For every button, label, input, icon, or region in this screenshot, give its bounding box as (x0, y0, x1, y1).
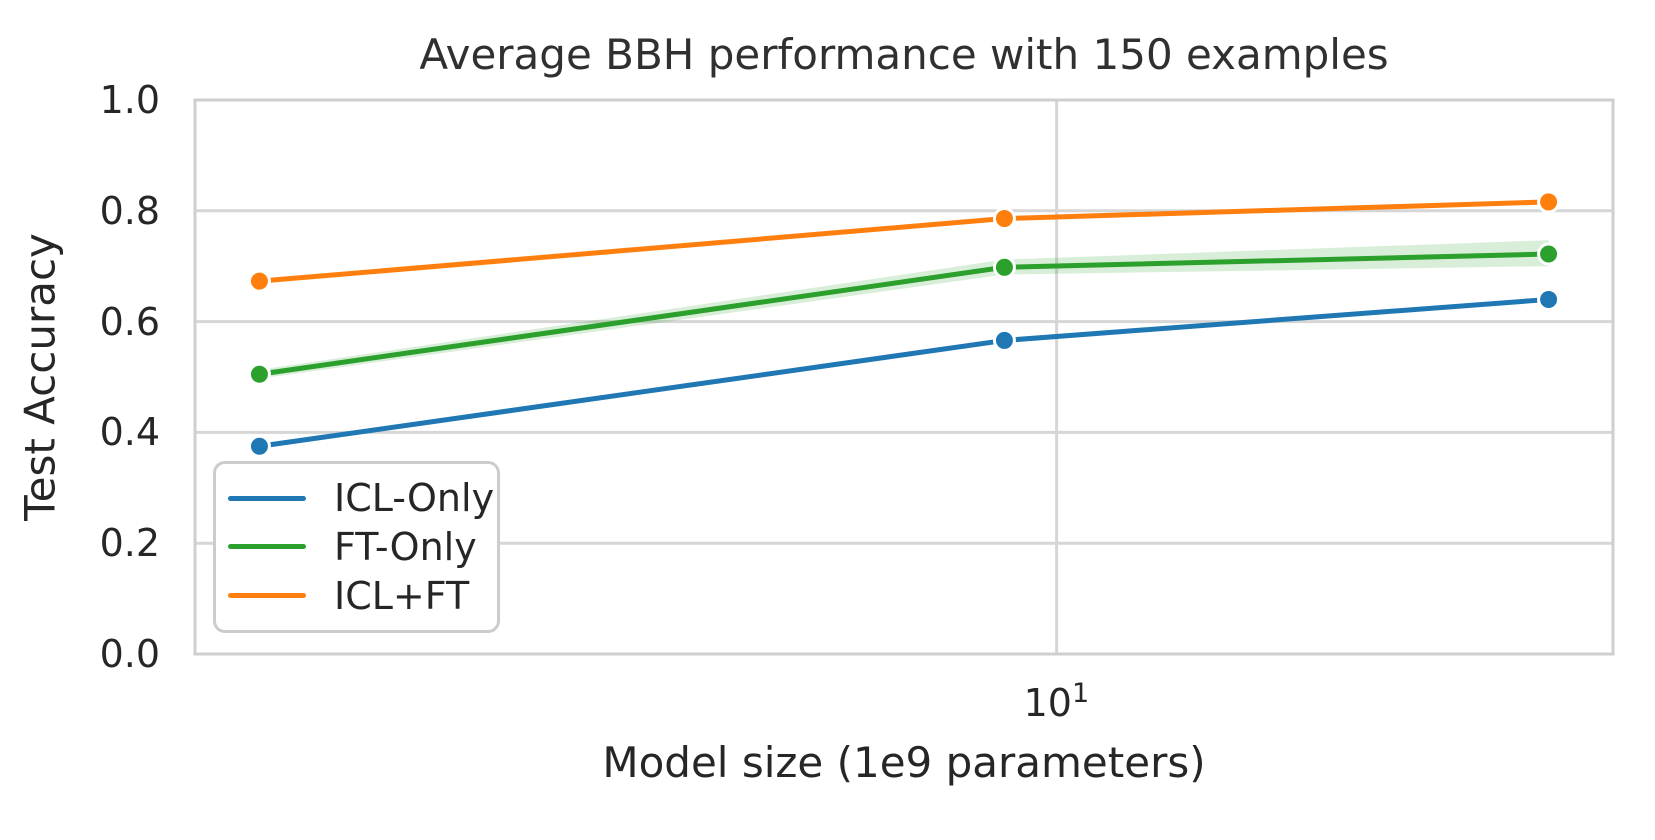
legend: ICL-Only FT-Only ICL+FT (213, 461, 500, 633)
y-tick-label: 0.0 (99, 632, 160, 676)
data-point-icl+ft (992, 207, 1016, 231)
legend-label-icl-only: ICL-Only (334, 476, 495, 521)
legend-item-ft-only: FT-Only (216, 525, 497, 569)
axes-spines (193, 98, 1615, 656)
data-point-ft-only (247, 362, 271, 386)
legend-swatch-icl-only (228, 495, 306, 501)
y-tick-label: 0.8 (99, 188, 160, 233)
legend-item-icl-only: ICL-Only (216, 476, 497, 520)
x-tick-exponent: 1 (1071, 678, 1090, 709)
data-point-icl+ft (247, 269, 271, 293)
legend-label-icl-ft: ICL+FT (334, 573, 470, 618)
confidence-band (259, 240, 1549, 379)
data-point-icl-only (1537, 287, 1561, 311)
data-point-icl-only (992, 328, 1016, 352)
x-axis-label: Model size (1e9 parameters) (602, 738, 1206, 787)
legend-label-ft-only: FT-Only (334, 524, 477, 569)
y-tick-label: 1.0 (99, 78, 160, 122)
data-point-icl-only (247, 434, 271, 458)
legend-item-icl-ft: ICL+FT (216, 574, 497, 618)
legend-swatch-icl-ft (228, 593, 306, 599)
data-point-ft-only (1537, 242, 1561, 266)
chart-title: Average BBH performance with 150 example… (419, 30, 1389, 79)
y-tick-label: 0.2 (99, 521, 160, 566)
series-line-icl+ft (256, 199, 1552, 284)
data-point-ft-only (992, 255, 1016, 279)
x-tick-label: 101 (1023, 678, 1090, 725)
data-point-icl+ft (1537, 190, 1561, 214)
legend-swatch-ft-only (228, 544, 306, 550)
y-tick-label: 0.4 (99, 410, 160, 455)
y-tick-label: 0.6 (99, 299, 160, 344)
